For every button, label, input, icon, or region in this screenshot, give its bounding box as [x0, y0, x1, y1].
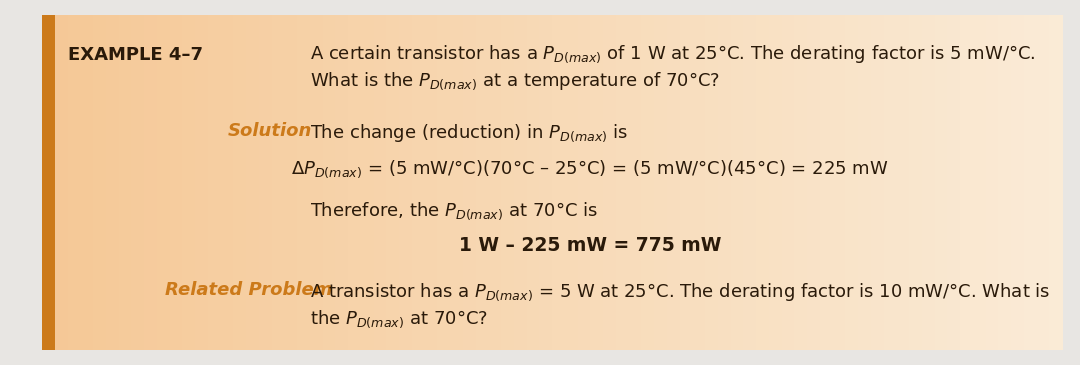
- Bar: [514, 15, 527, 350]
- Bar: [998, 15, 1012, 350]
- Bar: [820, 15, 834, 350]
- Bar: [374, 15, 388, 350]
- Bar: [921, 15, 935, 350]
- Bar: [1037, 15, 1050, 350]
- Text: Related Problem: Related Problem: [165, 281, 333, 299]
- Bar: [705, 15, 719, 350]
- Bar: [794, 15, 808, 350]
- Bar: [475, 15, 489, 350]
- Bar: [259, 15, 272, 350]
- Bar: [246, 15, 260, 350]
- Bar: [284, 15, 298, 350]
- Bar: [119, 15, 132, 350]
- Bar: [642, 15, 654, 350]
- Bar: [947, 15, 961, 350]
- Bar: [679, 15, 693, 350]
- Bar: [323, 15, 336, 350]
- Bar: [93, 15, 107, 350]
- Bar: [195, 15, 208, 350]
- Bar: [769, 15, 783, 350]
- Bar: [424, 15, 438, 350]
- Bar: [220, 15, 234, 350]
- Bar: [450, 15, 463, 350]
- Bar: [629, 15, 643, 350]
- Bar: [42, 15, 56, 350]
- Bar: [578, 15, 591, 350]
- Bar: [1011, 15, 1025, 350]
- Bar: [858, 15, 872, 350]
- Bar: [233, 15, 247, 350]
- Bar: [909, 15, 922, 350]
- Text: A transistor has a $P_{D(max)}$ = 5 W at 25°C. The derating factor is 10 mW/°C. : A transistor has a $P_{D(max)}$ = 5 W at…: [310, 281, 1050, 303]
- Bar: [591, 15, 604, 350]
- Text: The change (reduction) in $P_{D(max)}$ is: The change (reduction) in $P_{D(max)}$ i…: [310, 122, 629, 143]
- Bar: [896, 15, 910, 350]
- Bar: [80, 15, 94, 350]
- Bar: [462, 15, 476, 350]
- Bar: [170, 15, 184, 350]
- Bar: [387, 15, 400, 350]
- Bar: [870, 15, 885, 350]
- Text: A certain transistor has a $P_{D(max)}$ of 1 W at 25°C. The derating factor is 5: A certain transistor has a $P_{D(max)}$ …: [310, 43, 1036, 65]
- Bar: [411, 15, 426, 350]
- Bar: [132, 15, 145, 350]
- Bar: [565, 15, 579, 350]
- Bar: [527, 15, 540, 350]
- Bar: [654, 15, 667, 350]
- Bar: [730, 15, 744, 350]
- Bar: [348, 15, 362, 350]
- Bar: [743, 15, 757, 350]
- Text: EXAMPLE 4–7: EXAMPLE 4–7: [68, 46, 203, 64]
- Bar: [973, 15, 986, 350]
- Bar: [207, 15, 221, 350]
- Bar: [1024, 15, 1038, 350]
- Bar: [986, 15, 999, 350]
- Bar: [106, 15, 120, 350]
- Text: $\Delta P_{D(max)}$ = (5 mW/°C)(70°C – 25°C) = (5 mW/°C)(45°C) = 225 mW: $\Delta P_{D(max)}$ = (5 mW/°C)(70°C – 2…: [292, 158, 889, 180]
- Bar: [616, 15, 630, 350]
- Bar: [883, 15, 897, 350]
- Bar: [846, 15, 859, 350]
- Bar: [42, 15, 55, 350]
- Bar: [361, 15, 375, 350]
- Bar: [335, 15, 349, 350]
- Bar: [501, 15, 515, 350]
- Bar: [603, 15, 617, 350]
- Bar: [55, 15, 68, 350]
- Bar: [552, 15, 566, 350]
- Text: the $P_{D(max)}$ at 70°C?: the $P_{D(max)}$ at 70°C?: [310, 308, 488, 330]
- Bar: [157, 15, 171, 350]
- Bar: [488, 15, 502, 350]
- Text: Therefore, the $P_{D(max)}$ at 70°C is: Therefore, the $P_{D(max)}$ at 70°C is: [310, 200, 598, 222]
- Bar: [437, 15, 451, 350]
- Bar: [934, 15, 948, 350]
- Bar: [297, 15, 311, 350]
- Text: Solution: Solution: [228, 122, 312, 140]
- Bar: [807, 15, 821, 350]
- Bar: [666, 15, 680, 350]
- Text: 1 W – 225 mW = 775 mW: 1 W – 225 mW = 775 mW: [459, 236, 721, 255]
- Bar: [756, 15, 770, 350]
- Bar: [144, 15, 158, 350]
- Bar: [310, 15, 324, 350]
- Bar: [782, 15, 795, 350]
- Bar: [539, 15, 553, 350]
- Bar: [960, 15, 974, 350]
- Bar: [183, 15, 195, 350]
- Bar: [1050, 15, 1063, 350]
- Bar: [718, 15, 731, 350]
- Bar: [399, 15, 413, 350]
- Bar: [67, 15, 81, 350]
- Text: What is the $P_{D(max)}$ at a temperature of 70°C?: What is the $P_{D(max)}$ at a temperatur…: [310, 70, 720, 92]
- Bar: [692, 15, 706, 350]
- Bar: [271, 15, 285, 350]
- Bar: [833, 15, 847, 350]
